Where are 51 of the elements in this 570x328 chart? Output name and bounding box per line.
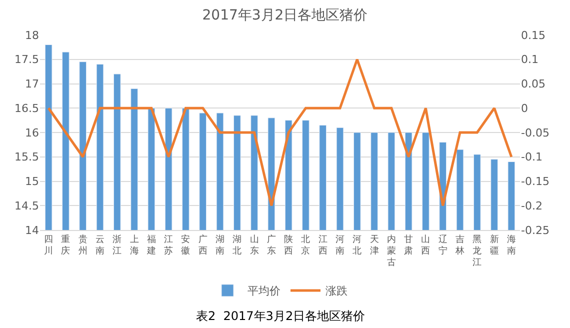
y2-tick-label: -0.2 (521, 199, 542, 212)
x-tick-label: 四川 (44, 234, 54, 256)
x-tick-label: 江苏 (164, 234, 174, 256)
x-tick-label: 重庆 (61, 234, 70, 256)
legend-label: 平均价 (248, 284, 280, 298)
y2-tick-label: 0.05 (521, 78, 546, 91)
y-tick-label: 17.5 (14, 53, 39, 66)
x-tick-label: 山西 (421, 234, 430, 256)
y-tick-label: 15.5 (14, 150, 39, 164)
y-tick-label: 17 (25, 78, 39, 91)
x-tick-label: 甘肃 (404, 234, 414, 256)
x-tick-label: 云南 (96, 234, 104, 256)
x-tick-label: 山东 (250, 234, 259, 256)
x-tick-label: 湖北 (232, 234, 242, 256)
y-tick-label: 15 (25, 175, 39, 188)
y2-tick-label: 0.1 (521, 53, 538, 66)
x-tick-label: 北京 (301, 234, 310, 256)
x-tick-label: 辽宁 (438, 234, 448, 256)
x-tick-label: 黑龙江 (472, 234, 482, 268)
y-tick-label: 14 (25, 224, 39, 237)
x-tick-label: 新疆 (490, 234, 499, 256)
x-tick-label: 贵州 (78, 234, 88, 256)
x-tick-label: 上海 (130, 234, 139, 256)
y2-tick-label: 0.15 (521, 28, 546, 42)
x-tick-label: 河南 (336, 234, 344, 256)
x-tick-label: 内蒙古 (386, 234, 396, 268)
x-tick-label: 江西 (318, 234, 328, 256)
line-series (47, 58, 513, 207)
x-tick-label: 陕西 (284, 234, 294, 256)
y2-tick-label: -0.15 (521, 175, 550, 188)
y2-tick-label: 0 (521, 102, 528, 115)
x-tick-label: 福建 (146, 234, 156, 256)
y-tick-label: 16 (25, 126, 39, 140)
x-tick-label: 天津 (370, 234, 379, 256)
x-tick-label: 浙江 (112, 234, 122, 256)
x-tick-label: 广西 (198, 234, 208, 256)
x-tick-label: 广东 (266, 234, 276, 256)
y-tick-label: 16.5 (14, 102, 39, 115)
y2-tick-label: -0.1 (521, 150, 542, 164)
x-tick-label: 湖南 (216, 234, 224, 256)
x-tick-label: 河北 (352, 234, 362, 256)
y2-tick-label: -0.25 (521, 224, 550, 237)
x-tick-label: 海南 (506, 234, 516, 256)
x-tick-label: 吉林 (454, 234, 464, 256)
y-tick-label: 18 (25, 28, 39, 42)
y2-tick-label: -0.05 (521, 126, 550, 140)
y-tick-label: 14.5 (14, 199, 39, 212)
chart-title: 2017年3月2日各地区猪价 (202, 8, 368, 24)
x-tick-label: 安徽 (181, 234, 190, 256)
legend-label: 涨跌 (326, 284, 348, 298)
text: 表2 2017年3月2日各地区猪价 (196, 309, 366, 323)
